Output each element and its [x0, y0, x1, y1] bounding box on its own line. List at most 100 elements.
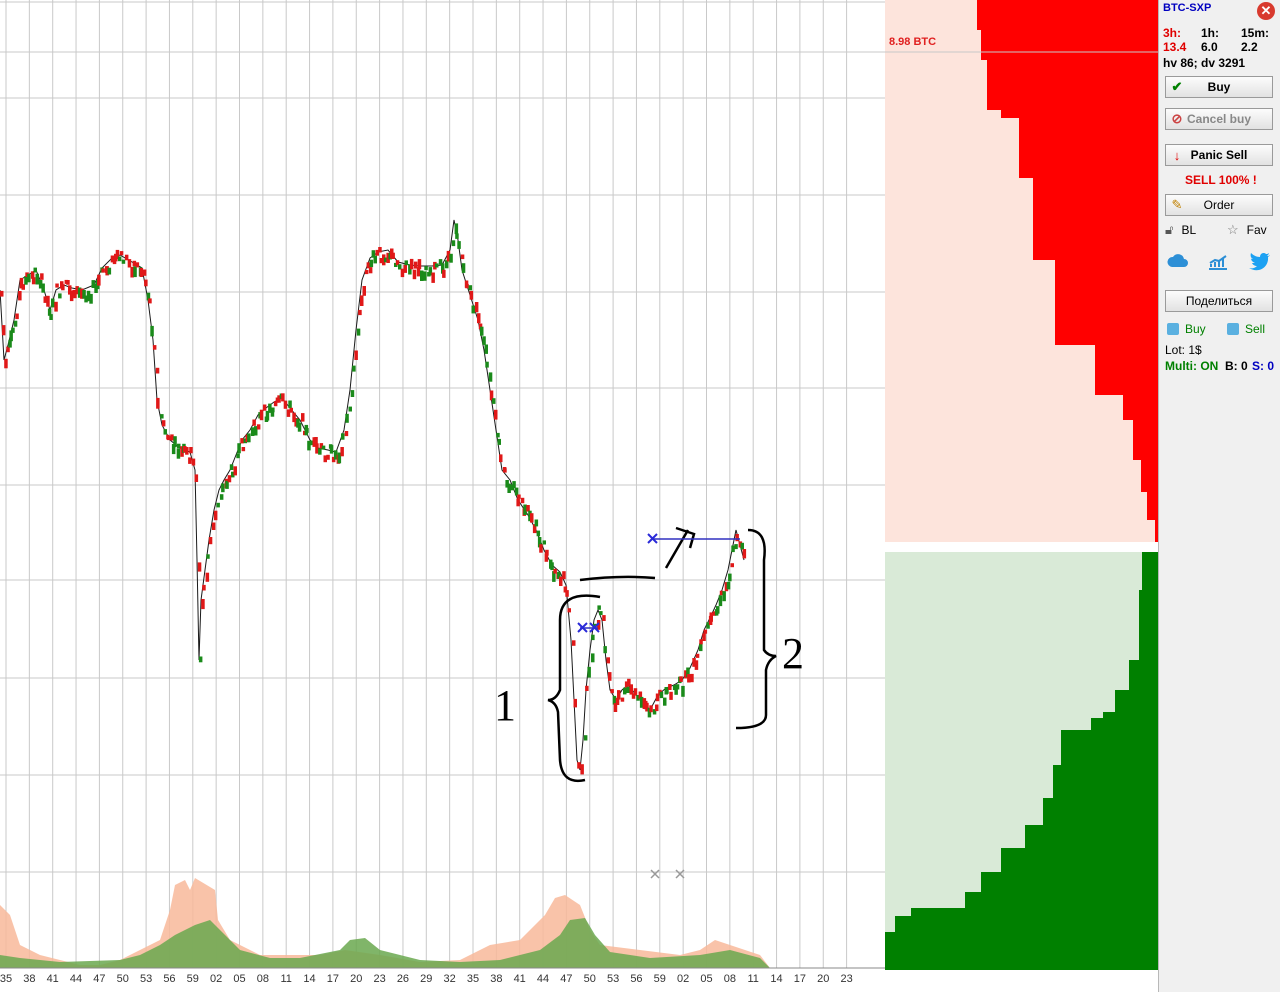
pencil-icon: ✎ — [1171, 197, 1183, 212]
sell-trade-mark — [615, 697, 620, 705]
sell-trade-mark — [124, 254, 129, 261]
time-tick-label: 20 — [350, 973, 362, 985]
favorite-toggle[interactable]: ☆ Fav — [1227, 222, 1267, 238]
panic-sell-button[interactable]: ↓ Panic Sell — [1165, 144, 1273, 166]
sell-trade-mark — [319, 443, 324, 449]
trade-panel: BTC-SXP ✕ 3h: 1h: 15m: 13.4 6.0 2.2 hv 8… — [1158, 0, 1280, 992]
annotation-1: 1 — [494, 681, 516, 730]
sell-trade-mark — [629, 684, 633, 695]
time-tick-label: 41 — [47, 973, 59, 985]
sell-trade-mark — [620, 697, 625, 702]
time-tick-label: 41 — [514, 973, 526, 985]
sell-trade-mark — [202, 584, 206, 591]
time-tick-label: 59 — [187, 973, 199, 985]
buy-trade-mark — [420, 270, 424, 281]
sell-trade-mark — [412, 269, 417, 280]
sell-trade-mark — [403, 264, 407, 273]
star-icon: ☆ — [1227, 222, 1239, 237]
buy-trade-mark — [171, 444, 176, 455]
sell-trade-mark — [197, 562, 202, 572]
sell-trade-mark — [277, 395, 281, 403]
time-tick-label: 17 — [794, 973, 806, 985]
cloud-icon[interactable] — [1167, 254, 1189, 268]
sell-trade-mark — [54, 301, 58, 312]
mini-buy-button[interactable]: Buy — [1167, 322, 1206, 336]
time-tick-label: 17 — [327, 973, 339, 985]
sell-trade-mark — [73, 293, 77, 299]
time-tick-label: 47 — [93, 973, 105, 985]
buy-trade-mark — [659, 691, 664, 699]
buy-trade-mark — [734, 544, 738, 550]
blacklist-toggle[interactable]: 🔓︎ BL — [1165, 222, 1196, 238]
sell-trade-mark — [567, 608, 571, 613]
buy-trade-mark — [270, 408, 275, 417]
buy-trade-mark — [268, 403, 272, 413]
sell-trade-mark — [702, 633, 706, 641]
sell-trade-mark — [431, 272, 435, 283]
sell-trade-mark — [368, 267, 373, 274]
buy-trade-mark — [321, 445, 326, 450]
buy-trade-mark — [33, 267, 37, 273]
buy-trade-mark — [557, 571, 561, 579]
buy-trade-mark — [107, 267, 112, 275]
buy-trade-mark — [371, 250, 376, 258]
buy-trade-mark — [672, 685, 677, 691]
tf-3h-value: 13.4 — [1163, 40, 1187, 54]
buy-trade-mark — [237, 443, 241, 454]
sell-trade-mark — [312, 437, 316, 447]
buy-trade-mark — [583, 735, 588, 741]
sell-trade-mark — [400, 268, 405, 278]
buy-trade-mark — [424, 266, 428, 271]
buy-trade-mark — [117, 256, 122, 262]
buy-trade-mark — [626, 686, 630, 693]
sell-trade-mark — [494, 409, 498, 420]
buy-button[interactable]: ✔ Buy — [1165, 76, 1273, 98]
price-chart[interactable]: 1 2 35 38 41 44 47 50 53 56 59 02 05 08 11 14 17 20 23 26… — [0, 0, 885, 992]
sell-trade-mark — [669, 691, 673, 700]
volume-histogram — [0, 878, 770, 968]
chart-icon[interactable] — [1208, 254, 1228, 270]
buy-trade-mark — [505, 480, 509, 488]
sell-trade-mark — [379, 258, 383, 264]
sell-trade-mark — [553, 568, 557, 574]
chart-grid — [0, 0, 885, 968]
twitter-icon[interactable] — [1249, 253, 1271, 271]
order-button[interactable]: ✎ Order — [1165, 194, 1273, 216]
sell-trade-mark — [201, 599, 205, 610]
lock-icon: 🔓︎ — [1165, 222, 1174, 237]
buy-trade-mark — [334, 450, 338, 460]
buy-trade-mark — [485, 361, 489, 368]
sell-trade-mark — [477, 313, 481, 324]
buy-trade-mark — [510, 484, 514, 491]
close-button[interactable]: ✕ — [1257, 2, 1275, 20]
buy-trade-mark — [728, 573, 732, 582]
cancel-icon: ⊘ — [1171, 111, 1183, 126]
buy-trade-mark — [639, 696, 644, 708]
time-tick-label: 38 — [23, 973, 35, 985]
buy-trade-mark — [318, 448, 322, 455]
sell-trade-mark — [170, 434, 174, 441]
buy-trade-mark — [398, 264, 402, 270]
time-tick-label: 26 — [397, 973, 409, 985]
buy-trade-mark — [484, 344, 488, 354]
sell-trade-mark — [18, 291, 22, 301]
sell-trade-mark — [314, 437, 318, 446]
buy-trade-mark — [647, 707, 652, 718]
sell-trade-mark — [0, 290, 4, 297]
sell-trade-mark — [188, 457, 192, 464]
buy-trade-mark — [528, 510, 532, 522]
sell-trade-mark — [526, 505, 530, 512]
buy-trade-mark — [121, 259, 126, 264]
time-tick-label: 53 — [607, 973, 619, 985]
sell-trade-mark — [331, 456, 336, 463]
sell-trade-mark — [40, 273, 44, 280]
buy-trade-mark — [603, 646, 607, 654]
time-tick-label: 38 — [490, 973, 502, 985]
buy-trade-mark — [89, 293, 93, 304]
sell-trade-mark — [442, 269, 446, 278]
time-tick-label: 02 — [210, 973, 222, 985]
share-button[interactable]: Поделиться — [1165, 290, 1273, 312]
buy-trade-mark — [288, 400, 292, 409]
cancel-buy-button[interactable]: ⊘ Cancel buy — [1165, 108, 1273, 130]
mini-sell-button[interactable]: Sell — [1227, 322, 1265, 336]
